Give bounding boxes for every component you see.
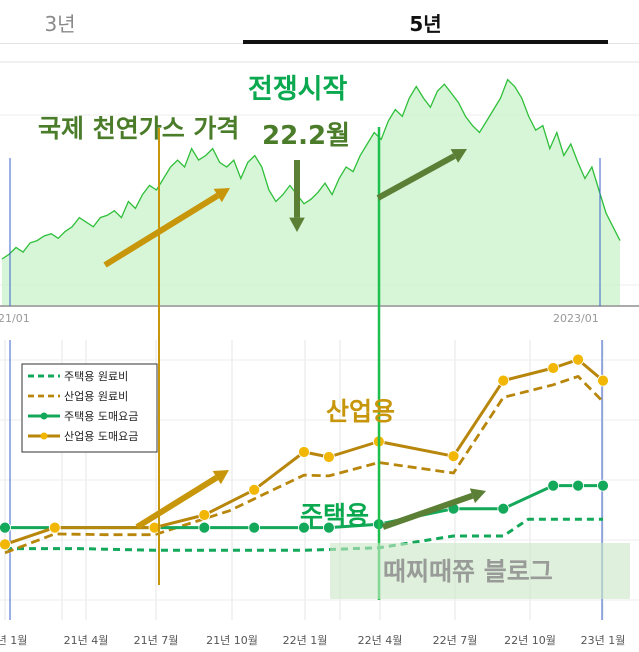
gas-price-line xyxy=(1,78,621,260)
watermark-band xyxy=(330,543,630,599)
data-point xyxy=(322,521,335,534)
x-tick-label: 21년 7월 xyxy=(134,634,179,647)
x-tick-label: 23년 1월 xyxy=(581,634,626,647)
x-tick-label: 21년 4월 xyxy=(64,634,109,647)
annotation-gas-price: 국제 천연가스 가격 xyxy=(38,114,239,143)
arrow-gold-up-bottom-head xyxy=(212,470,229,485)
series-line xyxy=(4,375,604,555)
x-tick-label: 2023/01 xyxy=(553,312,599,325)
legend-label: 산업용 원료비 xyxy=(64,390,128,403)
annotation-labels: 전쟁시작 국제 천연가스 가격 22.2월 산업용 주택용 때찌때쮸 블로그 xyxy=(38,74,553,586)
data-point xyxy=(597,374,609,387)
x-tick-label: 21/01 xyxy=(0,312,30,325)
x-tick-label: 21년 10월 xyxy=(206,634,258,647)
arrow-olive-up-top-head xyxy=(450,149,467,163)
data-point xyxy=(298,521,310,534)
x-tick-label: 22년 10월 xyxy=(504,634,556,647)
data-point xyxy=(497,374,510,387)
tab-3-years[interactable]: 3년 xyxy=(44,11,76,36)
annotation-industrial: 산업용 xyxy=(326,397,395,426)
arrow-olive-up-bottom xyxy=(382,492,474,530)
data-point xyxy=(547,362,560,374)
data-point xyxy=(198,521,211,534)
gas-price-chart: 21/01 2023/01 xyxy=(0,78,639,325)
data-point xyxy=(547,479,560,492)
annotation-residential: 주택용 xyxy=(300,501,369,530)
legend-marker xyxy=(40,432,48,440)
arrow-gold-up-bottom xyxy=(135,475,219,530)
data-point xyxy=(322,451,335,463)
annotation-war-start: 전쟁시작 xyxy=(248,74,348,105)
data-point xyxy=(597,479,609,492)
gas-price-area xyxy=(2,79,620,305)
data-point xyxy=(572,353,584,366)
data-point xyxy=(447,450,460,463)
legend-label: 주택용 도매요금 xyxy=(64,410,138,423)
watermark: 때찌때쮸 블로그 xyxy=(383,557,553,586)
tab-5-years[interactable]: 5년 xyxy=(409,11,442,36)
annotation-feb22: 22.2월 xyxy=(262,121,350,151)
x-tick-label: 22년 1월 xyxy=(283,634,328,647)
tab-active-indicator xyxy=(243,40,608,44)
data-point xyxy=(572,479,584,492)
data-point xyxy=(0,538,11,551)
arrow-down-feb22-head xyxy=(289,217,305,232)
x-tick-label: 22년 4월 xyxy=(358,634,403,647)
legend-label: 산업용 도매요금 xyxy=(64,430,138,443)
annotation-overlays xyxy=(103,127,630,600)
data-point xyxy=(248,521,261,534)
arrow-gold-up-top xyxy=(103,192,220,268)
arrow-gold-up-top-head xyxy=(213,188,230,203)
data-point xyxy=(198,509,211,521)
arrow-olive-up-bottom-head xyxy=(469,488,486,504)
legend-label: 주택용 원료비 xyxy=(64,370,128,383)
legend-marker xyxy=(40,412,48,420)
x-tick-label: 21년 1월 xyxy=(0,634,27,647)
arrow-olive-up-top xyxy=(376,153,456,201)
data-point xyxy=(497,502,510,515)
x-tick-label: 22년 7월 xyxy=(433,634,478,647)
data-point xyxy=(298,446,310,458)
data-point xyxy=(0,521,11,534)
data-point xyxy=(248,483,261,496)
data-point xyxy=(48,521,61,534)
